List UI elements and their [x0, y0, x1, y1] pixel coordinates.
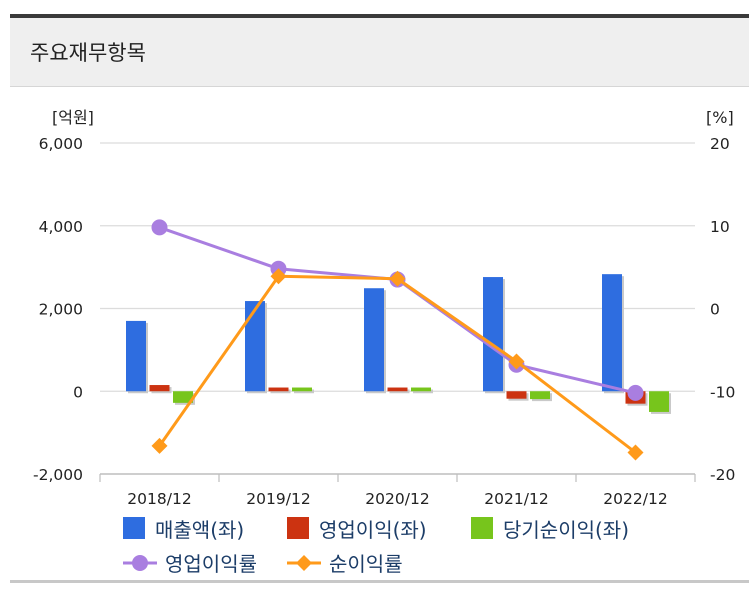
left-axis-unit: [억원] — [52, 108, 94, 127]
x-tick-label: 2019/12 — [246, 490, 310, 508]
bar — [364, 288, 384, 392]
top-rule — [10, 14, 749, 18]
line-point — [508, 353, 525, 370]
bottom-rule — [10, 580, 749, 583]
section-title: 주요재무항목 — [30, 41, 146, 65]
legend-marker — [296, 555, 312, 571]
legend-swatch — [123, 517, 145, 539]
right-tick-label: 0 — [710, 301, 720, 319]
legend-marker — [132, 555, 148, 571]
legend-label: 순이익률 — [329, 552, 403, 576]
bar — [173, 391, 193, 403]
series-line — [158, 274, 637, 454]
bar — [245, 301, 265, 392]
line-point — [389, 270, 406, 287]
left-tick-label: -2,000 — [33, 466, 83, 484]
section-header: 주요재무항목 — [10, 18, 749, 87]
legend-swatch — [471, 517, 493, 539]
bar — [126, 320, 146, 392]
bar — [149, 385, 170, 392]
line-series — [151, 219, 644, 461]
legend-label: 당기순이익(좌) — [503, 518, 629, 542]
right-tick-label: 10 — [710, 218, 730, 236]
left-tick-label: 2,000 — [39, 301, 83, 319]
legend: 매출액(좌) 영업이익(좌) 당기순이익(좌) 영업이익률 순이익률 — [123, 517, 629, 576]
bar — [387, 387, 408, 392]
bar — [411, 387, 431, 392]
bar — [292, 387, 312, 392]
line-point — [270, 268, 287, 285]
right-axis-unit: [%] — [706, 108, 734, 127]
bar-shadow — [270, 389, 291, 394]
bar — [602, 274, 622, 392]
bar — [483, 277, 503, 392]
line-point — [627, 444, 644, 461]
left-tick-label: 4,000 — [39, 218, 83, 236]
bar — [268, 387, 289, 392]
right-tick-label: 20 — [710, 135, 730, 153]
x-tick-label: 2018/12 — [127, 490, 191, 508]
line-point — [151, 437, 168, 454]
bar — [530, 391, 550, 400]
axes: -2,000 0 2,000 4,000 6,000 -20 -10 0 10 20 [억원] [%]… — [33, 108, 735, 508]
bar-shadow — [413, 389, 433, 394]
legend-label: 영업이익(좌) — [319, 518, 427, 542]
x-tick-label: 2021/12 — [484, 490, 548, 508]
legend-swatch — [287, 517, 309, 539]
right-tick-label: -10 — [710, 383, 735, 401]
legend-label: 영업이익률 — [165, 552, 257, 576]
series-line — [159, 225, 636, 395]
bar-shadow — [294, 389, 314, 394]
right-tick-label: -20 — [710, 466, 735, 484]
bar-series — [126, 274, 671, 414]
line-point — [151, 219, 168, 236]
left-tick-label: 6,000 — [39, 135, 83, 153]
bar — [506, 391, 527, 399]
bar-shadow — [389, 389, 410, 394]
x-tick-label: 2020/12 — [365, 490, 429, 508]
x-tick-label: 2022/12 — [603, 490, 667, 508]
bar — [649, 391, 669, 412]
line-point — [627, 384, 644, 401]
left-tick-label: 0 — [73, 383, 83, 401]
legend-label: 매출액(좌) — [155, 518, 244, 542]
